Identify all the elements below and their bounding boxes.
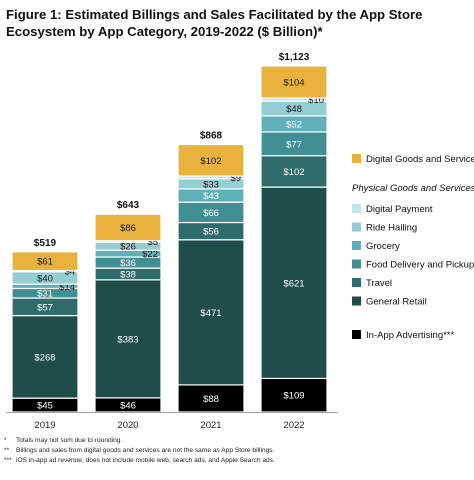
data-label: $383 xyxy=(117,334,138,345)
bar-segment xyxy=(177,239,245,386)
footnote-2: ** Billings and sales from digital goods … xyxy=(4,447,274,455)
legend-swatch xyxy=(352,278,361,287)
data-label: $52 xyxy=(286,119,302,130)
data-label: $102 xyxy=(283,167,304,178)
footnote-marker: ** xyxy=(4,447,10,454)
legend-heading: Physical Goods and Services xyxy=(352,183,474,194)
legend-swatch xyxy=(352,241,361,250)
footnote-text: iOS in-app ad revenue; does not include … xyxy=(16,457,275,464)
data-label: $45 xyxy=(37,401,53,412)
data-label: $38 xyxy=(120,269,136,280)
footnote-text: Billings and sales from digital goods an… xyxy=(16,447,275,454)
legend-swatch xyxy=(352,154,361,163)
data-label: $77 xyxy=(286,139,302,150)
data-label: $14 xyxy=(59,282,75,293)
bar-segment xyxy=(260,377,328,413)
data-label: $57 xyxy=(37,302,53,313)
data-label: $48 xyxy=(286,104,302,115)
data-label: $40 xyxy=(37,273,53,284)
data-label: $5 xyxy=(147,237,158,248)
legend-swatch xyxy=(352,259,361,269)
data-label: $9 xyxy=(230,173,241,184)
data-label: $33 xyxy=(203,179,219,190)
data-label: $86 xyxy=(120,223,136,234)
data-label: $26 xyxy=(120,242,136,253)
bar-segment xyxy=(177,143,245,177)
legend-entry: Ride Hailing xyxy=(366,223,417,234)
data-label: $621 xyxy=(283,278,304,289)
footnote-text: Totals may not sum due to rounding. xyxy=(16,437,123,444)
bar-segment xyxy=(177,384,245,413)
bar-segment xyxy=(11,314,79,399)
data-label: $61 xyxy=(37,257,53,268)
legend-entry: In-App Advertising*** xyxy=(366,330,454,341)
category-label: 2022 xyxy=(283,420,304,431)
data-label: $109 xyxy=(283,391,304,402)
category-label: 2020 xyxy=(117,420,138,431)
data-label: $10 xyxy=(308,95,324,106)
legend-entry: Travel xyxy=(366,278,392,289)
data-label: $66 xyxy=(203,208,219,219)
legend-swatch xyxy=(352,204,361,213)
data-label: $43 xyxy=(203,191,219,202)
legend-entry: General Retail xyxy=(366,297,427,308)
data-label: $102 xyxy=(200,156,221,167)
data-label: $56 xyxy=(203,227,219,238)
data-label: $88 xyxy=(203,394,219,405)
legend-swatch xyxy=(352,330,361,339)
legend-swatch xyxy=(352,296,361,306)
category-label: 2019 xyxy=(34,420,55,431)
bar-segment xyxy=(260,65,328,99)
bar-segment xyxy=(260,155,328,188)
total-label: $1,123 xyxy=(279,52,310,63)
legend-entry: Digital Payment xyxy=(366,204,433,215)
total-label: $519 xyxy=(34,238,57,249)
data-label: $46 xyxy=(120,400,136,411)
data-label: $268 xyxy=(34,352,55,363)
legend-entry: Grocery xyxy=(366,241,400,252)
bar-segment xyxy=(94,213,162,242)
data-label: $36 xyxy=(120,258,136,269)
data-label: $4 xyxy=(64,267,75,278)
data-label: $471 xyxy=(200,308,221,319)
footnote-marker: * xyxy=(4,437,7,444)
total-label: $643 xyxy=(117,200,140,211)
footnote-3: *** iOS in-app ad revenue; does not inclu… xyxy=(4,457,275,465)
legend-swatch xyxy=(352,222,361,232)
data-label: $104 xyxy=(283,78,304,89)
chart-title: Figure 1: Estimated Billings and Sales F… xyxy=(6,7,423,39)
data-label: $22 xyxy=(142,249,158,260)
data-label: $31 xyxy=(37,289,53,300)
footnote-marker: *** xyxy=(4,457,12,464)
total-label: $868 xyxy=(200,131,223,142)
legend-entry: Digital Goods and Services** xyxy=(366,154,474,165)
bar-segment xyxy=(11,251,79,272)
bar-segment xyxy=(260,186,328,380)
category-label: 2021 xyxy=(200,420,221,431)
footnote-1: * Totals may not sum due to rounding. xyxy=(4,437,122,445)
legend-entry: Food Delivery and Pickup xyxy=(366,260,474,271)
